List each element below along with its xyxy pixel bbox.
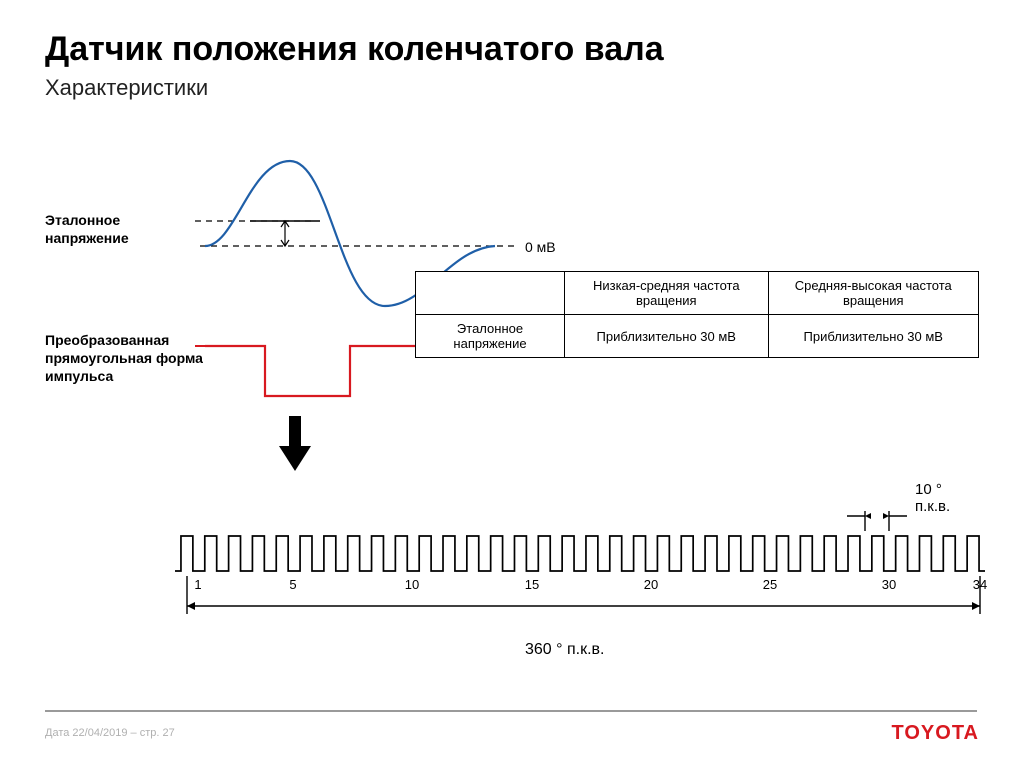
footer-divider: [45, 710, 977, 712]
table-row-label: Эталонное напряжение: [416, 315, 565, 358]
pulse-tick-label: 30: [882, 577, 896, 592]
label-reference-voltage: Эталонное напряжение: [45, 211, 195, 247]
toyota-logo: TOYOTA: [892, 722, 979, 745]
table-empty-cell: [416, 272, 565, 315]
pulse-tick-label: 20: [644, 577, 658, 592]
page-subtitle: Характеристики: [45, 75, 979, 101]
reference-voltage-table: Низкая-средняя частота вращения Средняя-…: [415, 271, 979, 358]
pulse-tick-label: 5: [289, 577, 296, 592]
pulse-tick-label: 25: [763, 577, 777, 592]
ten-degree-label: 10 ° п.к.в.: [915, 481, 979, 515]
pulse-tick-label: 15: [525, 577, 539, 592]
label-square-wave: Преобразованная прямоугольная форма импу…: [45, 331, 215, 386]
diagram-body: Эталонное напряжение Преобразованная пря…: [45, 141, 979, 681]
pulse-train-diagram: [175, 511, 995, 661]
pulse-tick-label: 10: [405, 577, 419, 592]
zero-mv-label: 0 мВ: [525, 239, 556, 255]
table-cell-mid-high: Приблизительно 30 мВ: [768, 315, 978, 358]
table-cell-low-mid: Приблизительно 30 мВ: [565, 315, 768, 358]
page-title: Датчик положения коленчатого вала: [45, 30, 979, 69]
table-col2-header: Средняя-высокая частота вращения: [768, 272, 978, 315]
down-arrow-icon: [275, 416, 315, 476]
pulse-tick-label: 1: [194, 577, 201, 592]
footer-date: Дата 22/04/2019 – стр. 27: [45, 727, 175, 739]
pulse-tick-label: 34: [973, 577, 987, 592]
full-rotation-label: 360 ° п.к.в.: [525, 641, 604, 659]
table-col1-header: Низкая-средняя частота вращения: [565, 272, 768, 315]
